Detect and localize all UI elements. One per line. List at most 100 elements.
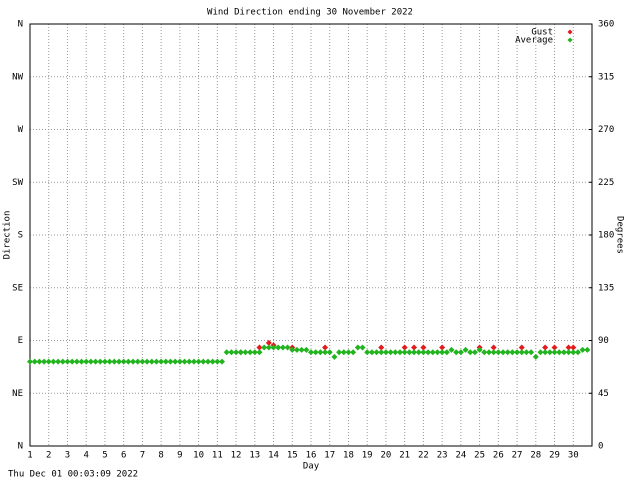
point — [504, 349, 511, 356]
y2-tick-label: 135 — [598, 283, 614, 293]
point — [31, 358, 38, 365]
x-tick-label: 21 — [399, 451, 410, 461]
point — [265, 344, 272, 351]
point — [490, 344, 497, 351]
x-tick-label: 15 — [287, 451, 298, 461]
y2-tick-label: 45 — [598, 389, 609, 399]
point — [331, 353, 338, 360]
y2-tick-label: 315 — [598, 72, 614, 82]
point — [532, 353, 539, 360]
x-tick-label: 23 — [437, 451, 448, 461]
point — [284, 344, 291, 351]
x-tick-label: 1 — [27, 451, 32, 461]
point — [378, 344, 385, 351]
point — [223, 349, 230, 356]
point — [261, 344, 268, 351]
point — [186, 358, 193, 365]
point — [256, 349, 263, 356]
point — [172, 358, 179, 365]
point — [265, 339, 272, 346]
x-tick-label: 22 — [418, 451, 429, 461]
point — [401, 349, 408, 356]
point — [518, 344, 525, 351]
point — [570, 344, 577, 351]
point — [237, 349, 244, 356]
point — [312, 349, 319, 356]
legend-marker — [567, 29, 573, 35]
x-tick-label: 17 — [324, 451, 335, 461]
plot-frame — [29, 23, 593, 447]
point — [242, 349, 249, 356]
point — [298, 346, 305, 353]
point — [354, 344, 361, 351]
y2-tick-label: 360 — [598, 20, 614, 30]
point — [176, 358, 183, 365]
y-axis-label: Direction — [3, 211, 13, 260]
x-tick-label: 5 — [102, 451, 107, 461]
point — [514, 349, 521, 356]
point — [420, 344, 427, 351]
point — [509, 349, 516, 356]
legend-label: Gust — [531, 28, 553, 38]
point — [322, 344, 329, 351]
point — [322, 349, 329, 356]
point — [359, 344, 366, 351]
point — [247, 349, 254, 356]
point — [336, 349, 343, 356]
y-tick-label: N — [18, 442, 23, 452]
x-tick-label: 7 — [140, 451, 145, 461]
point — [453, 349, 460, 356]
x-tick-label: 10 — [193, 451, 204, 461]
x-tick-label: 24 — [455, 451, 466, 461]
point — [429, 349, 436, 356]
point — [411, 344, 418, 351]
point — [27, 358, 33, 365]
point — [467, 349, 474, 356]
x-tick-label: 29 — [549, 451, 560, 461]
y-tick-label: NW — [12, 72, 23, 82]
y-tick-label: SW — [12, 178, 23, 188]
point — [415, 349, 422, 356]
point — [158, 358, 165, 365]
point — [251, 349, 258, 356]
point — [542, 349, 549, 356]
point — [560, 349, 567, 356]
point — [373, 349, 380, 356]
point — [439, 349, 446, 356]
y2-axis-label: Degrees — [615, 216, 625, 254]
point — [396, 349, 403, 356]
point — [471, 349, 478, 356]
point — [139, 358, 146, 365]
point — [350, 349, 357, 356]
y2-tick-label: 0 — [598, 442, 603, 452]
x-tick-label: 6 — [121, 451, 126, 461]
point — [78, 358, 85, 365]
point — [387, 349, 394, 356]
point — [570, 349, 577, 356]
x-tick-label: 8 — [158, 451, 163, 461]
x-tick-label: 19 — [362, 451, 373, 461]
point — [41, 358, 48, 365]
point — [256, 344, 263, 351]
point — [270, 344, 277, 351]
point — [317, 349, 324, 356]
point — [574, 349, 581, 356]
point — [556, 349, 563, 356]
point — [125, 358, 132, 365]
point — [523, 349, 530, 356]
point — [434, 349, 441, 356]
point — [448, 346, 455, 353]
x-tick-label: 14 — [268, 451, 279, 461]
point — [55, 358, 62, 365]
legend-label: Average — [515, 36, 553, 46]
point — [106, 358, 113, 365]
point — [392, 349, 399, 356]
point — [209, 358, 216, 365]
point — [528, 349, 535, 356]
y-tick-label: N — [18, 20, 23, 30]
x-tick-label: 16 — [306, 451, 317, 461]
point — [439, 344, 446, 351]
point — [36, 358, 43, 365]
point — [579, 346, 586, 353]
